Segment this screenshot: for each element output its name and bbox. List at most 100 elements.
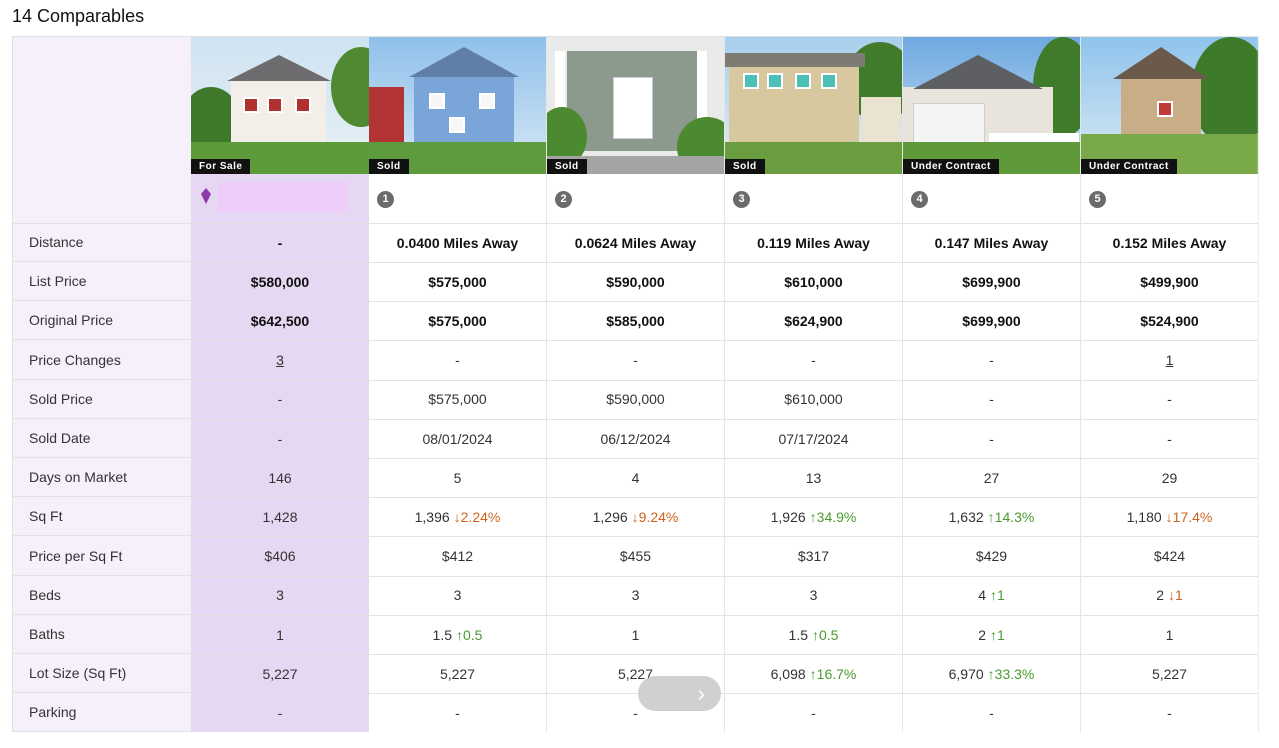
comparable-number-badge: 3 [733, 191, 750, 208]
row-label-text: List Price [29, 273, 87, 290]
comparable-header: 5 [1081, 174, 1258, 224]
cell-value: 3 [453, 587, 462, 604]
cell-value: 1.5 [432, 626, 452, 643]
cell-value: - [277, 391, 283, 408]
comparable-cell: 29 [1081, 458, 1258, 499]
comparable-cell: 07/17/2024 [725, 419, 902, 459]
comparable-cell: 2 ↓1 [1081, 576, 1258, 616]
cell-value: 3 [631, 587, 640, 604]
cell-value: $585,000 [606, 312, 665, 329]
scroll-edge-fade [1256, 36, 1266, 731]
comparable-cell: $585,000 [547, 301, 724, 342]
comparable-cell: $575,000 [369, 262, 546, 303]
comparable-number-badge: 4 [911, 191, 928, 208]
cell-value: - [989, 391, 994, 408]
cell-value: 1 [1165, 626, 1174, 643]
comparable-cell: $610,000 [725, 380, 902, 420]
comparables-table: Distance List Price Original Price Price Ch… [12, 36, 1260, 732]
cell-value: - [277, 704, 283, 721]
cell-value: $590,000 [606, 273, 665, 290]
decrease-delta: ↓1 [1168, 587, 1183, 604]
map-pin-icon [201, 188, 211, 204]
row-label-text: Lot Size (Sq Ft) [29, 665, 127, 682]
cell-value: 0.147 Miles Away [934, 234, 1049, 251]
cell-value: 146 [268, 469, 292, 486]
comparable-photo[interactable]: Under Contract [903, 37, 1080, 174]
comparable-cell[interactable]: 1 [1081, 341, 1258, 381]
subject-address-placeholder [218, 182, 348, 212]
comparable-cell: $429 [903, 537, 1080, 577]
cell-value: 1,296 [592, 508, 628, 525]
subject-photo[interactable]: For Sale [191, 37, 369, 174]
comparable-cell: $499,900 [1081, 262, 1258, 303]
row-label-text: Price Changes [29, 351, 121, 368]
cell-value: 27 [983, 469, 1000, 486]
row-label-text: Original Price [29, 312, 114, 329]
scroll-right-button[interactable]: › [638, 676, 721, 711]
cell-value: 1,632 [948, 508, 984, 525]
cell-value: 08/01/2024 [422, 430, 493, 447]
comparable-cell: $624,900 [725, 301, 902, 342]
comparable-cell: - [369, 693, 546, 732]
subject-cell: - [191, 693, 369, 732]
comparable-cell: - [1081, 693, 1258, 732]
comparable-cell: - [725, 341, 902, 381]
cell-value: 5,227 [439, 665, 476, 682]
comparable-cell: 1,632 ↑14.3% [903, 497, 1080, 538]
cell-value: - [811, 352, 816, 369]
status-badge: Sold [547, 159, 587, 174]
cell-value: 1,180 [1126, 508, 1162, 525]
comparable-cell: 1,396 ↓2.24% [369, 497, 546, 538]
comparable-photo[interactable]: Sold [725, 37, 902, 174]
subject-cell[interactable]: 3 [191, 341, 369, 381]
comparable-photo[interactable]: Sold [547, 37, 724, 174]
comparable-photo[interactable]: Sold [369, 37, 546, 174]
cell-value: 0.119 Miles Away [757, 234, 870, 251]
comparable-cell: 2 ↑1 [903, 615, 1080, 655]
row-label: Price Changes [13, 341, 191, 380]
cell-value: 1,428 [262, 508, 298, 525]
row-label-text: Sq Ft [29, 508, 63, 525]
cell-value: - [989, 704, 994, 721]
cell-value: 1,926 [770, 508, 806, 525]
comparable-cell: 1,180 ↓17.4% [1081, 497, 1258, 538]
cell-value: $317 [797, 548, 830, 565]
cell-value: 29 [1161, 469, 1178, 486]
row-label: List Price [13, 262, 191, 302]
cell-value: $575,000 [428, 312, 487, 329]
subject-cell: $406 [191, 537, 369, 577]
comparable-cell: 5 [369, 458, 546, 499]
comparable-cell: $412 [369, 537, 546, 577]
comparable-column-5: Under Contract 5 0.152 Miles Away $499,90… [1081, 37, 1259, 732]
increase-delta: ↑0.5 [812, 626, 839, 643]
cell-value: 06/12/2024 [600, 430, 671, 447]
cell-value: - [989, 430, 994, 447]
comparable-photo[interactable]: Under Contract [1081, 37, 1258, 174]
decrease-delta: ↓17.4% [1165, 508, 1213, 525]
comparable-cell: - [903, 693, 1080, 732]
comparable-cell: 3 [369, 576, 546, 616]
row-label-text: Sold Date [29, 430, 91, 446]
increase-delta: ↑33.3% [987, 665, 1035, 682]
comparable-cell: 1,926 ↑34.9% [725, 497, 902, 538]
row-label-text: Distance [29, 234, 84, 250]
cell-value: 6,098 [770, 665, 806, 682]
row-label-text: Sold Price [29, 390, 93, 407]
comparable-cell: 1,296 ↓9.24% [547, 497, 724, 538]
row-label: Sold Date [13, 419, 191, 458]
comparable-cell: 5,227 [369, 654, 546, 695]
comparable-cell: 1 [1081, 615, 1258, 655]
comparable-cell: 0.152 Miles Away [1081, 223, 1258, 263]
comparable-cell: 0.119 Miles Away [725, 223, 902, 263]
comparable-cell: 1.5 ↑0.5 [725, 615, 902, 655]
comparable-cell: $317 [725, 537, 902, 577]
row-label: Days on Market [13, 458, 191, 498]
cell-value: 5,227 [1151, 665, 1188, 682]
row-label-text: Baths [29, 626, 65, 642]
price-changes-link[interactable]: 3 [276, 352, 284, 369]
chevron-right-icon: › [697, 681, 705, 706]
comparable-header: 4 [903, 174, 1080, 224]
increase-delta: ↑34.9% [809, 508, 857, 525]
row-label-text: Price per Sq Ft [29, 547, 123, 564]
price-changes-link[interactable]: 1 [1165, 352, 1174, 369]
